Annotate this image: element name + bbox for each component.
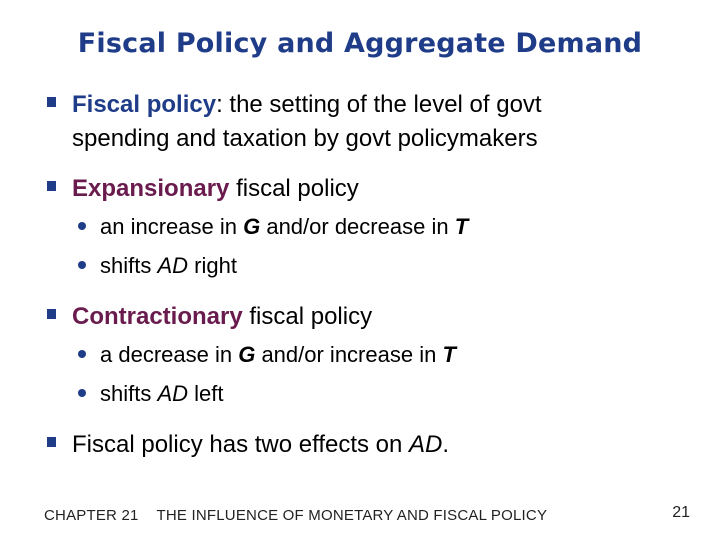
round-bullet-icon (78, 261, 86, 269)
symbol-ad: AD (157, 253, 189, 278)
sub-bullet-text: shifts AD right (100, 251, 237, 281)
square-bullet-icon (47, 437, 56, 447)
text-part: shifts (100, 253, 158, 278)
sub-bullet-expansionary-1: an increase in G and/or decrease in T (78, 212, 468, 242)
term-expansionary: Expansionary (72, 175, 230, 202)
text-part: and/or decrease in (260, 214, 455, 239)
bullet-text: Fiscal policy has two effects on AD. (72, 428, 687, 462)
text-part: left (188, 381, 224, 406)
bullet-rest-text: fiscal policy (229, 175, 359, 202)
symbol-ad: AD (409, 431, 443, 458)
symbol-ad: AD (157, 381, 189, 406)
term-fiscal-policy: Fiscal policy (72, 91, 217, 118)
text-part: right (188, 253, 237, 278)
text-part: an increase in (100, 214, 244, 239)
bullet-text: Fiscal policy: the setting of the level … (72, 88, 687, 156)
bullet-expansionary: Expansionary fiscal policy (47, 172, 687, 206)
bullet-two-effects: Fiscal policy has two effects on AD. (47, 428, 687, 462)
sub-bullet-text: shifts AD left (100, 379, 224, 409)
square-bullet-icon (47, 97, 56, 107)
page-number: 21 (672, 504, 690, 521)
symbol-t: T (442, 342, 456, 367)
round-bullet-icon (78, 222, 86, 230)
sub-bullet-text: a decrease in G and/or increase in T (100, 340, 456, 370)
square-bullet-icon (47, 309, 56, 319)
bullet-text: Expansionary fiscal policy (72, 172, 687, 206)
term-contractionary: Contractionary (72, 303, 243, 330)
text-part: a decrease in (100, 342, 239, 367)
round-bullet-icon (78, 389, 86, 397)
footer: CHAPTER 21 THE INFLUENCE OF MONETARY AND … (44, 507, 565, 524)
symbol-g: G (243, 214, 261, 239)
text-part: shifts (100, 381, 158, 406)
bullet-rest-text: fiscal policy (242, 303, 373, 330)
bullet-text: Contractionary fiscal policy (72, 300, 687, 334)
text-part: . (442, 431, 450, 458)
sub-bullet-contractionary-1: a decrease in G and/or increase in T (78, 340, 456, 370)
chapter-label: CHAPTER 21 (44, 507, 139, 524)
text-part: Fiscal policy has two effects on (72, 431, 410, 458)
chapter-title: THE INFLUENCE OF MONETARY AND FISCAL POL… (156, 507, 548, 524)
definition-line-2: spending and taxation by govt policymake… (72, 125, 538, 152)
slide-title: Fiscal Policy and Aggregate Demand (77, 28, 643, 59)
bullet-fiscal-policy-definition: Fiscal policy: the setting of the level … (47, 88, 687, 156)
sub-bullet-expansionary-2: shifts AD right (78, 251, 237, 281)
symbol-g: G (238, 342, 256, 367)
definition-line-1: : the setting of the level of govt (216, 91, 542, 118)
symbol-t: T (454, 214, 469, 239)
sub-bullet-text: an increase in G and/or decrease in T (100, 212, 468, 242)
bullet-contractionary: Contractionary fiscal policy (47, 300, 687, 334)
text-part: and/or increase in (255, 342, 443, 367)
sub-bullet-contractionary-2: shifts AD left (78, 379, 224, 409)
square-bullet-icon (47, 181, 56, 191)
round-bullet-icon (78, 350, 86, 358)
